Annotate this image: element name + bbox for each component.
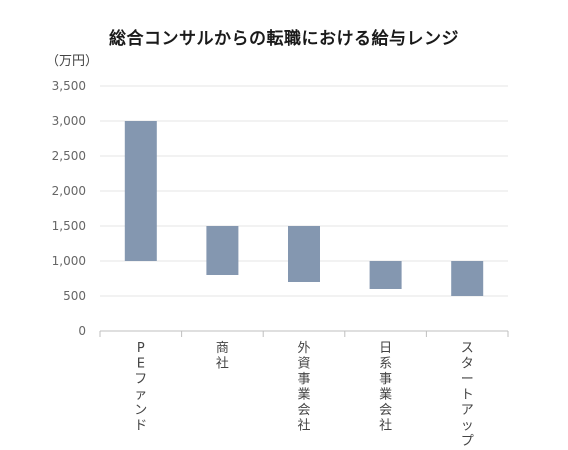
range-bar-2 (206, 226, 239, 275)
range-bar-4 (369, 261, 402, 289)
category-label: 商社 (216, 341, 229, 372)
y-tick-label: 500 (63, 289, 86, 303)
y-tick-label: 3,500 (52, 79, 86, 93)
category-label: 外資事業会社 (297, 341, 310, 434)
y-tick-label: 1,500 (52, 219, 86, 233)
range-bar-1 (124, 121, 157, 261)
y-tick-label: 3,000 (52, 114, 86, 128)
category-label: スタートアップ (461, 341, 474, 449)
chart-title: 総合コンサルからの転職における給与レンジ (109, 29, 459, 49)
y-tick-label: 1,000 (52, 254, 86, 268)
category-labels: P E ファンド 商社 外資事業会社 日系事業会社 スタートアップ (134, 341, 473, 449)
y-tick-label: 2,000 (52, 184, 86, 198)
y-tick-label: 0 (78, 324, 86, 338)
y-axis-unit-label: （万円） (46, 54, 99, 69)
category-label: P E ファンド (134, 341, 147, 434)
y-axis-ticks: 0 500 1,000 1,500 2,000 2,500 3,000 3,500 (52, 79, 86, 338)
category-label: 日系事業会社 (379, 341, 392, 434)
bars (124, 121, 484, 296)
y-tick-label: 2,500 (52, 149, 86, 163)
range-bar-5 (451, 261, 484, 296)
range-bar-3 (288, 226, 320, 282)
gridlines (100, 85, 508, 297)
x-axis (99, 330, 509, 337)
